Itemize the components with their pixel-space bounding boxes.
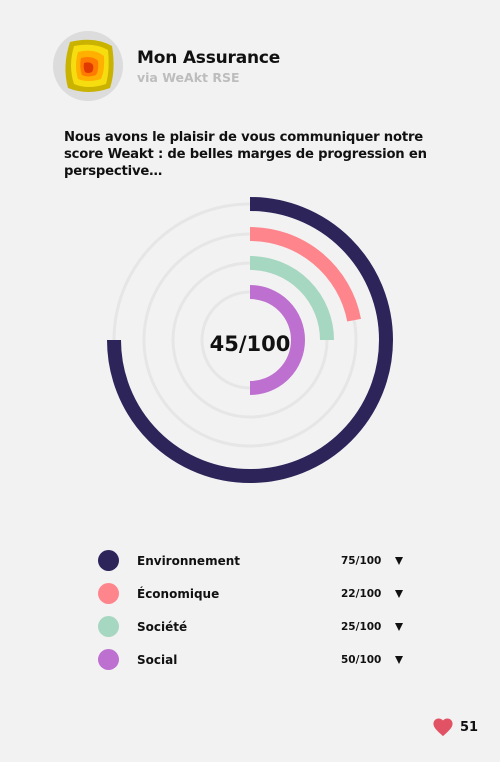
logo-icon xyxy=(53,31,123,101)
legend-item-economique[interactable]: Économique 22/100 xyxy=(98,577,408,610)
legend-label: Social xyxy=(137,652,178,667)
triangle-down-icon[interactable] xyxy=(395,655,403,664)
triangle-down-icon[interactable] xyxy=(395,556,403,565)
bar-social xyxy=(249,285,305,395)
legend-item-environnement[interactable]: Environnement 75/100 xyxy=(98,544,408,577)
legend-label: Environnement xyxy=(137,553,240,568)
legend-label: Société xyxy=(137,619,188,634)
legend-label: Économique xyxy=(137,586,220,601)
bar-economique xyxy=(249,227,361,322)
legend-score: 25/100 xyxy=(341,620,382,633)
legend-item-social[interactable]: Social 50/100 xyxy=(98,643,408,676)
legend-dot xyxy=(98,649,119,670)
legend-score: 22/100 xyxy=(341,587,382,600)
likes-count: 51 xyxy=(460,719,479,735)
triangle-down-icon[interactable] xyxy=(395,622,403,631)
chart-rings xyxy=(107,197,393,483)
header: Mon Assurance via WeAkt RSE xyxy=(52,30,280,102)
brand-subtitle: via WeAkt RSE xyxy=(137,69,240,85)
legend: Environnement 75/100 Économique 22/100 S… xyxy=(98,544,408,676)
score-center-label: 45/100 xyxy=(210,332,291,356)
legend-item-societe[interactable]: Société 25/100 xyxy=(98,610,408,643)
likes: 51 xyxy=(432,717,478,737)
bar-environnement xyxy=(107,197,393,483)
brand-name: Mon Assurance xyxy=(137,47,281,68)
bar-societe xyxy=(249,256,334,341)
legend-dot xyxy=(98,616,119,637)
score-radial-chart: 45/100 xyxy=(107,197,393,483)
legend-dot xyxy=(98,550,119,571)
legend-dot xyxy=(98,583,119,604)
legend-score: 50/100 xyxy=(341,653,382,666)
legend-score: 75/100 xyxy=(341,554,382,567)
brand: Mon Assurance via WeAkt RSE xyxy=(137,48,280,85)
heart-icon[interactable] xyxy=(432,717,454,737)
intro-text: Nous avons le plaisir de vous communique… xyxy=(64,130,427,179)
triangle-down-icon[interactable] xyxy=(395,589,403,598)
